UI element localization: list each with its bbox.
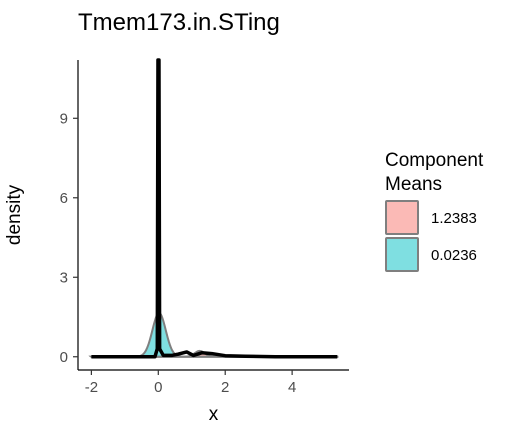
y-tick-label: 9 (60, 110, 68, 127)
x-tick-label: 0 (154, 379, 162, 396)
x-tick-label: 4 (288, 379, 296, 396)
x-tick-label: -2 (85, 379, 98, 396)
x-tick-label: 2 (221, 379, 229, 396)
component-density-1 (88, 312, 339, 358)
legend-title: Component (385, 150, 484, 171)
legend-label: 0.0236 (431, 247, 477, 264)
y-tick-label: 6 (60, 190, 68, 207)
x-axis-title: x (209, 404, 219, 425)
y-tick-label: 0 (60, 349, 68, 366)
chart-title: Tmem173.in.STing (78, 9, 280, 36)
axes: -2 0 2 4 0 3 6 9 (60, 60, 349, 396)
legend-key (385, 237, 419, 272)
legend-title: Means (385, 174, 442, 195)
legend-label: 1.2383 (431, 210, 477, 227)
legend: Component Means 1.2383 0.0236 (385, 150, 484, 272)
plot-area (88, 58, 339, 359)
y-axis-title: density (4, 184, 25, 245)
y-tick-label: 3 (60, 269, 68, 286)
overall-density-line (91, 58, 338, 359)
legend-key (385, 200, 419, 235)
